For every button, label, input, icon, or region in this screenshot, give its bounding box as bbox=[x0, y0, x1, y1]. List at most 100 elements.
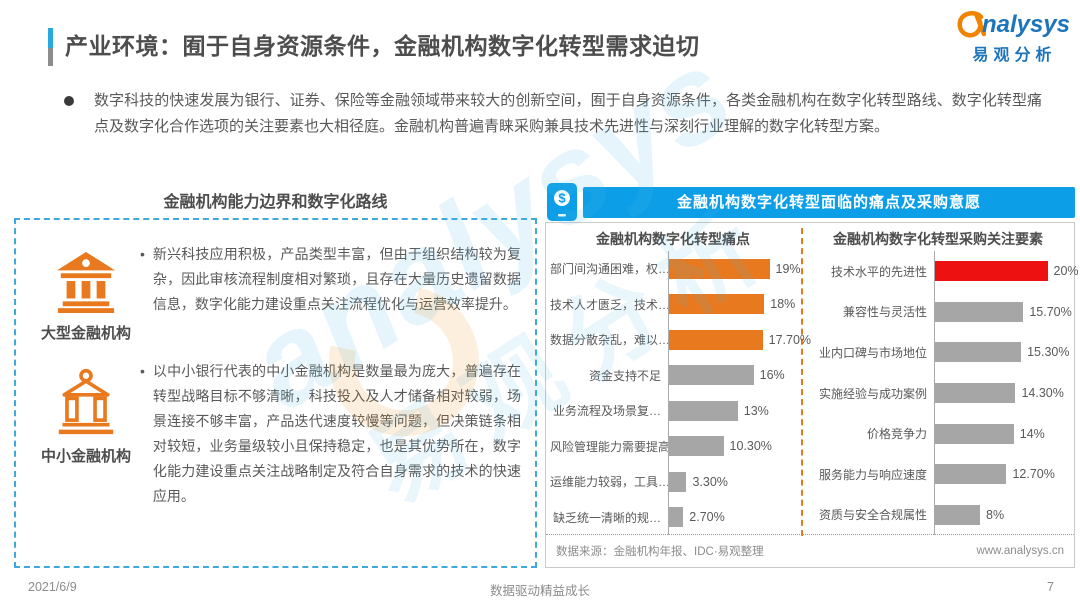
chart-bar-track: 13% bbox=[668, 393, 796, 429]
chart-category-label: 缺乏统一清晰的规… bbox=[552, 510, 661, 525]
chart-bar bbox=[935, 504, 980, 525]
chart-bar-track: 20% bbox=[934, 251, 1079, 292]
list-bullet: • bbox=[140, 363, 145, 379]
chart-bar bbox=[669, 436, 724, 457]
website-url: www.analysys.cn bbox=[976, 545, 1064, 557]
chart-bar-track: 19% bbox=[668, 251, 801, 287]
capability-panel: 大型金融机构 • 新兴科技应用积极，产品类型丰富，但由于组织结构较为复杂，因此审… bbox=[14, 218, 537, 568]
chart-bar bbox=[935, 383, 1016, 404]
chart-value-label: 14% bbox=[1019, 426, 1045, 441]
chart-row: 业务流程及场景复… 13% bbox=[550, 393, 796, 429]
pain-points-chart-title: 金融机构数字化转型痛点 bbox=[596, 231, 750, 247]
right-section-title: 金融机构数字化转型面临的痛点及采购意愿 bbox=[583, 187, 1075, 218]
chart-bar-track: 18% bbox=[668, 286, 796, 322]
chart-bar-track: 12.70% bbox=[934, 453, 1070, 495]
chart-divider bbox=[801, 228, 803, 536]
large-institution-block: 大型金融机构 • 新兴科技应用积极，产品类型丰富，但由于组织结构较为复杂，因此审… bbox=[16, 220, 535, 343]
chart-bar bbox=[669, 471, 687, 492]
chart-category-label: 技术水平的先进性 bbox=[830, 264, 927, 279]
chart-category-label: 资质与安全合规属性 bbox=[818, 508, 927, 523]
small-institution-block: 中小金融机构 • 以中小银行代表的中小金融机构是数量最为庞大，普遍存在转型战略目… bbox=[16, 343, 535, 509]
chart-bar-track: 15.70% bbox=[934, 291, 1072, 333]
footer-page-number: 7 bbox=[1047, 580, 1054, 594]
chart-value-label: 12.70% bbox=[1012, 467, 1055, 482]
logo-a-swoosh-icon bbox=[957, 11, 986, 38]
chart-bar-track: 14% bbox=[934, 413, 1070, 454]
chart-bar-track: 17.70% bbox=[668, 322, 811, 358]
chart-value-label: 19% bbox=[775, 261, 801, 276]
chart-bar bbox=[935, 342, 1022, 363]
chart-bar bbox=[935, 261, 1048, 282]
slide-header: 产业环境：囿于自身资源条件，金融机构数字化转型需求迫切 bbox=[48, 24, 700, 68]
analysys-logo: nalysys 易观分析 bbox=[948, 10, 1076, 65]
chart-bar-track: 3.30% bbox=[668, 464, 796, 500]
chart-value-label: 15.70% bbox=[1029, 304, 1072, 319]
chart-bar-track: 10.30% bbox=[668, 428, 796, 464]
chart-category-label: 风险管理能力需要提高 bbox=[550, 439, 668, 454]
bank-outline-icon bbox=[58, 368, 114, 435]
svg-text:$: $ bbox=[558, 191, 566, 206]
chart-value-label: 3.30% bbox=[692, 474, 728, 489]
chart-value-label: 2.70% bbox=[689, 510, 725, 525]
intro-paragraph: 数字科技的快速发展为银行、证券、保险等金融领域带来较大的创新空间，囿于自身资源条… bbox=[60, 88, 1042, 140]
logo-brand-cn: 易观分析 bbox=[972, 47, 1057, 64]
title-accent-bar bbox=[48, 28, 53, 66]
chart-category-label: 价格竞争力 bbox=[866, 427, 927, 442]
charts-panel: 金融机构数字化转型痛点 金融机构数字化转型采购关注要素 部门间沟通困难，权… 19… bbox=[545, 222, 1079, 568]
chart-bar-track: 2.70% bbox=[668, 499, 796, 535]
chart-bar bbox=[669, 507, 684, 528]
chart-bar bbox=[935, 301, 1024, 322]
chart-category-label: 运维能力较弱，工具… bbox=[550, 475, 668, 490]
chart-bar bbox=[669, 400, 738, 421]
chart-category-label: 部门间沟通困难，权… bbox=[550, 262, 668, 277]
chart-category-label: 服务能力与响应速度 bbox=[818, 467, 927, 482]
bank-filled-icon bbox=[56, 251, 116, 313]
chart-row: 技术人才匮乏，技术… 18% bbox=[550, 286, 796, 322]
chart-value-label: 17.70% bbox=[768, 332, 812, 347]
large-institution-label: 大型金融机构 bbox=[40, 325, 131, 342]
chart-bar-track: 16% bbox=[668, 357, 796, 393]
chart-bar bbox=[669, 258, 770, 279]
footer-slogan: 数据驱动精益成长 bbox=[489, 584, 590, 598]
chart-category-label: 数据分散杂乱，难以… bbox=[550, 333, 668, 348]
chart-value-label: 18% bbox=[770, 297, 796, 312]
chart-value-label: 15.30% bbox=[1027, 345, 1070, 360]
chart-value-label: 8% bbox=[986, 507, 1005, 522]
data-source-note: 数据来源：金融机构年报、IDC·易观整理 bbox=[556, 546, 764, 558]
chart-row: 部门间沟通困难，权… 19% bbox=[550, 251, 801, 287]
large-institution-text: 新兴科技应用积极，产品类型丰富，但由于组织结构较为复杂，因此审核流程制度相对繁琐… bbox=[152, 246, 521, 312]
chart-value-label: 20% bbox=[1053, 264, 1079, 279]
chart-category-label: 实施经验与成功案例 bbox=[818, 386, 927, 401]
small-institution-label: 中小金融机构 bbox=[40, 448, 131, 465]
chart-category-label: 资金支持不足 bbox=[588, 368, 661, 383]
left-section-title: 金融机构能力边界和数字化路线 bbox=[163, 194, 388, 211]
chart-bar bbox=[669, 365, 754, 386]
chart-category-label: 业内口碑与市场地位 bbox=[818, 345, 927, 360]
chart-value-label: 10.30% bbox=[729, 439, 772, 454]
page-title: 产业环境：囿于自身资源条件，金融机构数字化转型需求迫切 bbox=[65, 33, 700, 59]
logo-brand-text: nalysys bbox=[981, 11, 1071, 38]
mobile-payment-icon: $ bbox=[547, 183, 577, 221]
pain-points-chart: 部门间沟通困难，权… 19% 技术人才匮乏，技术… 18% 数据分散杂乱，难以… 17.7… bbox=[550, 251, 811, 535]
chart-bar-track: 8% bbox=[934, 494, 1070, 536]
chart-bar bbox=[935, 464, 1007, 485]
purchase-factors-chart-title: 金融机构数字化转型采购关注要素 bbox=[833, 231, 1043, 247]
chart-row: 数据分散杂乱，难以… 17.70% bbox=[550, 322, 811, 358]
chart-row: 兼容性与灵活性 15.70% bbox=[810, 291, 1072, 333]
list-bullet: • bbox=[140, 246, 145, 262]
chart-row: 实施经验与成功案例 14.30% bbox=[810, 372, 1070, 414]
chart-value-label: 16% bbox=[759, 368, 785, 383]
bullet-dot-icon bbox=[64, 96, 74, 106]
chart-category-label: 技术人才匮乏，技术… bbox=[550, 297, 668, 312]
chart-row: 价格竞争力 14% bbox=[810, 413, 1070, 454]
chart-category-label: 兼容性与灵活性 bbox=[842, 305, 927, 320]
chart-bar bbox=[669, 329, 763, 350]
chart-row: 业内口碑与市场地位 15.30% bbox=[810, 332, 1070, 373]
chart-row: 风险管理能力需要提高 10.30% bbox=[550, 428, 796, 464]
chart-row: 运维能力较弱，工具… 3.30% bbox=[550, 464, 796, 500]
chart-row: 资金支持不足 16% bbox=[550, 357, 796, 393]
chart-value-label: 13% bbox=[743, 403, 769, 418]
chart-footnote-row: 数据来源：金融机构年报、IDC·易观整理 www.analysys.cn bbox=[546, 534, 1074, 567]
small-institution-text: 以中小银行代表的中小金融机构是数量最为庞大，普遍存在转型战略目标不够清晰，科技投… bbox=[152, 363, 521, 504]
chart-bar-track: 15.30% bbox=[934, 332, 1070, 373]
